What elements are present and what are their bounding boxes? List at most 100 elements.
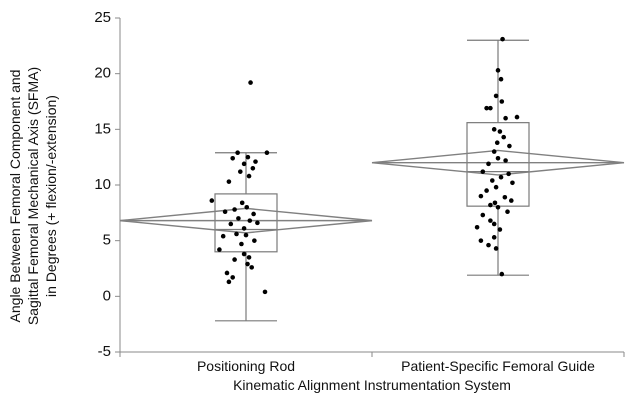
y-tick-label: 10 [94, 176, 111, 193]
data-point [495, 155, 501, 161]
data-point [228, 221, 234, 227]
data-point [491, 235, 497, 240]
data-point [484, 188, 489, 193]
data-point [491, 221, 497, 227]
y-tick-label: -5 [98, 343, 111, 360]
data-point [503, 115, 508, 121]
data-point [497, 129, 503, 134]
y-tick-label: 20 [94, 65, 111, 82]
data-point [503, 158, 508, 163]
x-tick-label: Patient-Specific Femoral Guide [401, 358, 595, 374]
data-point [230, 275, 235, 280]
y-axis-title-line-3: in Degrees (+ flexion/-extension) [43, 95, 59, 297]
data-point [226, 179, 232, 184]
data-point [264, 150, 270, 156]
data-point [238, 169, 243, 174]
data-point [488, 105, 493, 111]
data-point [245, 154, 251, 160]
data-point [224, 270, 230, 276]
data-point [490, 178, 495, 183]
data-point [220, 233, 226, 239]
data-point [498, 174, 504, 180]
data-point [230, 155, 235, 161]
data-point [241, 226, 247, 231]
data-point [253, 159, 258, 164]
data-point [499, 99, 505, 104]
data-point [498, 76, 504, 82]
data-point [491, 127, 497, 132]
data-point [514, 114, 520, 120]
data-point [493, 246, 499, 251]
data-point [246, 255, 252, 260]
data-point [236, 216, 241, 221]
data-point [501, 134, 507, 140]
data-point [209, 198, 215, 203]
data-point [509, 198, 514, 203]
y-tick-label: 25 [94, 9, 111, 26]
data-point [491, 149, 497, 154]
x-axis-title: Kinematic Alignment Instrumentation Syst… [233, 377, 511, 393]
data-point [239, 200, 245, 206]
data-point [232, 207, 237, 212]
category-group [371, 36, 625, 277]
data-point [510, 180, 515, 186]
data-point [478, 238, 484, 243]
data-point [497, 227, 503, 232]
data-point [241, 251, 247, 257]
data-point [247, 218, 253, 223]
data-point [493, 184, 499, 190]
y-axis-title-line-2: Sagittal Femoral Mechanical Axis (SFMA) [25, 67, 41, 325]
data-point [250, 166, 256, 171]
data-point [226, 279, 232, 285]
data-point [480, 212, 486, 218]
data-point [478, 193, 484, 199]
category-group [119, 80, 373, 322]
data-point [235, 150, 240, 156]
data-point [251, 211, 256, 217]
data-point [500, 36, 505, 42]
data-point [243, 232, 249, 238]
data-point [507, 143, 512, 149]
iqr-box [466, 122, 530, 207]
y-axis-title: Angle Between Femoral Component and Sagi… [7, 67, 59, 325]
data-point [484, 105, 489, 111]
data-point [255, 220, 260, 226]
data-point [474, 225, 480, 230]
y-tick-label: 15 [94, 120, 111, 137]
y-axis-ticks: -5 0 5 10 15 20 25 [94, 9, 120, 360]
data-point [222, 209, 228, 215]
data-point [488, 202, 493, 208]
data-point [249, 265, 254, 270]
data-point [234, 231, 239, 237]
axes [119, 18, 624, 353]
data-point [495, 204, 501, 210]
data-point [232, 257, 237, 262]
x-axis-ticks: Positioning Rod Patient-Specific Femoral … [119, 352, 625, 374]
y-tick-label: 5 [103, 232, 111, 249]
data-point [494, 140, 500, 145]
data-point [241, 161, 247, 167]
data-point [495, 68, 501, 73]
data-point [486, 242, 491, 248]
data-point [506, 171, 511, 177]
y-axis-title-line-1: Angle Between Femoral Component and [7, 70, 23, 323]
data-point [505, 209, 510, 215]
data-point [244, 204, 250, 210]
data-point [246, 173, 252, 179]
data-point [499, 271, 505, 277]
data-point [492, 200, 498, 206]
data-point [239, 241, 244, 247]
data-point [245, 261, 250, 267]
data-point [480, 169, 486, 174]
data-point [217, 247, 222, 252]
plot-area [119, 36, 625, 322]
data-point [252, 238, 257, 243]
y-tick-label: 0 [103, 287, 111, 304]
data-point [493, 93, 499, 99]
data-point [248, 80, 253, 85]
data-point [486, 161, 491, 167]
x-tick-label: Positioning Rod [197, 358, 295, 374]
data-point [488, 218, 493, 223]
data-point [502, 194, 508, 200]
